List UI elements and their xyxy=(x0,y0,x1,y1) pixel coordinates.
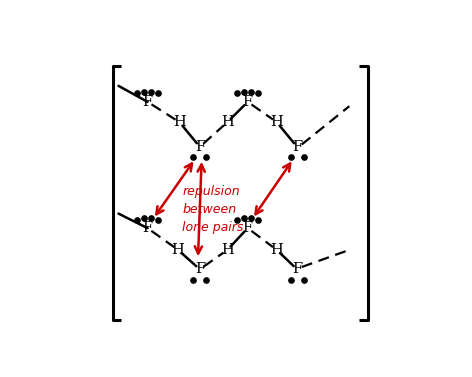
Text: H: H xyxy=(221,243,234,257)
Text: F: F xyxy=(195,262,205,276)
Text: F: F xyxy=(143,221,152,235)
Text: F: F xyxy=(243,95,253,109)
Text: H: H xyxy=(172,243,185,257)
Text: F: F xyxy=(292,262,302,276)
Text: F: F xyxy=(143,95,152,109)
Text: H: H xyxy=(221,115,234,129)
Text: H: H xyxy=(270,243,283,257)
Text: repulsion: repulsion xyxy=(182,185,240,198)
Text: F: F xyxy=(243,221,253,235)
Text: F: F xyxy=(292,140,302,154)
Text: lone pairs: lone pairs xyxy=(182,221,244,234)
Text: H: H xyxy=(270,115,283,129)
Text: H: H xyxy=(173,115,186,129)
Text: between: between xyxy=(182,203,236,216)
Text: F: F xyxy=(195,140,205,154)
